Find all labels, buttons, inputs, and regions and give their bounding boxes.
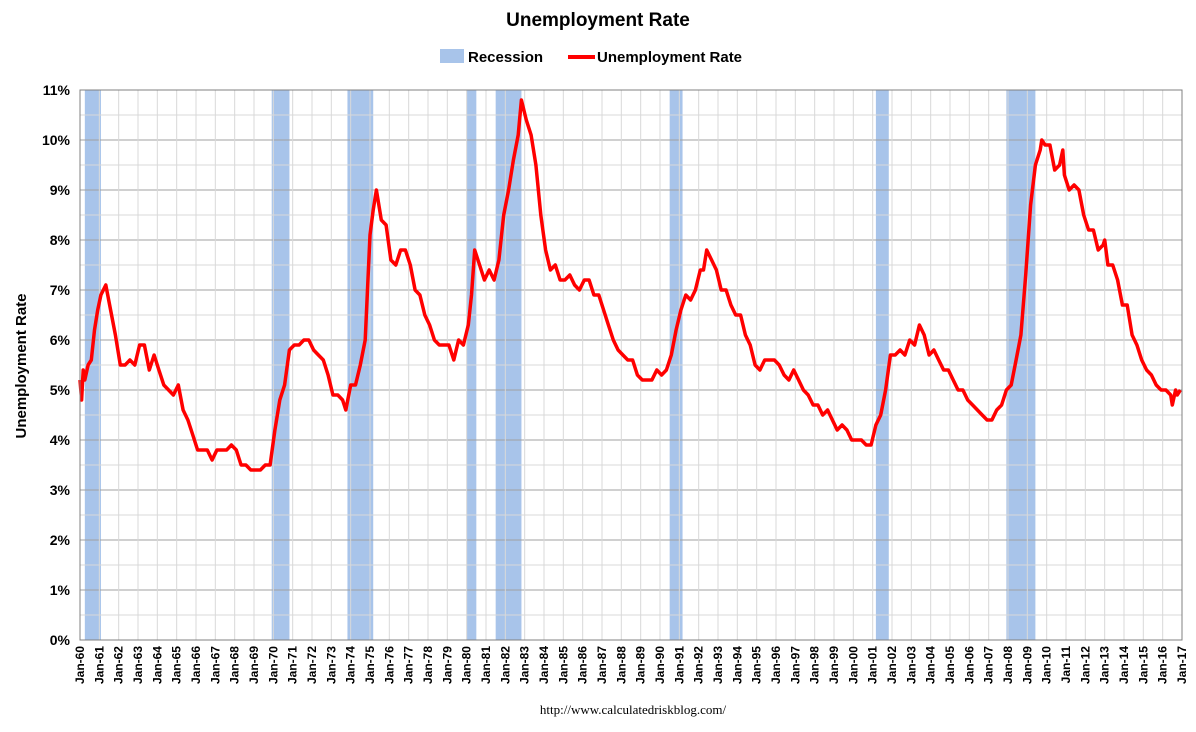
legend-recession-swatch [440, 49, 464, 63]
x-tick-label: Jan-80 [460, 646, 474, 684]
x-tick-label: Jan-63 [131, 646, 145, 684]
x-tick-label: Jan-00 [846, 646, 860, 684]
x-tick-label: Jan-85 [556, 646, 570, 684]
y-tick-label: 0% [50, 632, 71, 648]
x-tick-label: Jan-08 [1001, 646, 1015, 684]
x-tick-label: Jan-05 [943, 646, 957, 684]
x-tick-label: Jan-61 [92, 646, 106, 684]
x-tick-label: Jan-11 [1059, 646, 1073, 684]
x-tick-label: Jan-16 [1156, 646, 1170, 684]
x-tick-label: Jan-04 [924, 646, 938, 684]
x-tick-label: Jan-10 [1040, 646, 1054, 684]
x-tick-label: Jan-66 [189, 646, 203, 684]
x-tick-label: Jan-96 [769, 646, 783, 684]
x-tick-label: Jan-03 [904, 646, 918, 684]
legend: Recession Unemployment Rate [440, 49, 742, 66]
x-tick-label: Jan-68 [228, 646, 242, 684]
x-tick-label: Jan-17 [1175, 646, 1189, 684]
x-tick-label: Jan-83 [518, 646, 532, 684]
x-tick-label: Jan-65 [170, 646, 184, 684]
x-tick-label: Jan-70 [266, 646, 280, 684]
x-tick-label: Jan-87 [595, 646, 609, 684]
x-tick-label: Jan-75 [363, 646, 377, 684]
legend-unemployment-label: Unemployment Rate [597, 49, 742, 66]
x-tick-label: Jan-02 [885, 646, 899, 684]
x-tick-labels: Jan-60 Jan-61 Jan-62 Jan-63 Jan-64 Jan-65 Jan-… [73, 646, 1189, 684]
x-tick-label: Jan-01 [866, 646, 880, 684]
x-tick-label: Jan-07 [982, 646, 996, 684]
y-tick-label: 9% [50, 182, 71, 198]
x-tick-label: Jan-91 [672, 646, 686, 684]
x-tick-label: Jan-06 [962, 646, 976, 684]
chart-title: Unemployment Rate [506, 10, 690, 31]
source-credit: http://www.calculatedriskblog.com/ [540, 702, 727, 717]
x-tick-label: Jan-09 [1020, 646, 1034, 684]
y-tick-label: 6% [50, 332, 71, 348]
x-tick-label: Jan-88 [614, 646, 628, 684]
x-tick-label: Jan-82 [498, 646, 512, 684]
series-layer [78, 98, 1182, 472]
x-tick-label: Jan-12 [1078, 646, 1092, 684]
x-tick-label: Jan-81 [479, 646, 493, 684]
x-tick-label: Jan-69 [247, 646, 261, 684]
x-tick-label: Jan-73 [324, 646, 338, 684]
x-tick-label: Jan-95 [750, 646, 764, 684]
y-tick-labels: 0% 1% 2% 3% 4% 5% 6% 7% 8% 9% 10% 11% [42, 82, 71, 648]
y-tick-label: 4% [50, 432, 71, 448]
x-tick-label: Jan-76 [382, 646, 396, 684]
x-tick-label: Jan-79 [440, 646, 454, 684]
y-tick-label: 8% [50, 232, 71, 248]
x-tick-label: Jan-14 [1117, 646, 1131, 684]
y-tick-label: 7% [50, 282, 71, 298]
plot-frame [79, 89, 1183, 641]
x-tick-label: Jan-90 [653, 646, 667, 684]
x-tick-label: Jan-71 [286, 646, 300, 684]
y-tick-label: 1% [50, 582, 71, 598]
x-tick-label: Jan-89 [634, 646, 648, 684]
x-tick-label: Jan-67 [208, 646, 222, 684]
y-tick-label: 3% [50, 482, 71, 498]
series-line-unemployment-rate [78, 98, 1182, 472]
x-tick-label: Jan-60 [73, 646, 87, 684]
x-tick-label: Jan-98 [808, 646, 822, 684]
x-tick-label: Jan-72 [305, 646, 319, 684]
x-tick-label: Jan-77 [402, 646, 416, 684]
x-tick-label: Jan-84 [537, 646, 551, 684]
y-tick-label: 10% [42, 132, 71, 148]
x-tick-label: Jan-64 [150, 646, 164, 684]
x-tick-label: Jan-97 [788, 646, 802, 684]
y-tick-label: 11% [43, 82, 71, 98]
x-tick-label: Jan-13 [1098, 646, 1112, 684]
x-tick-label: Jan-15 [1136, 646, 1150, 684]
y-tick-label: 5% [50, 382, 71, 398]
x-tick-label: Jan-92 [692, 646, 706, 684]
x-tick-label: Jan-93 [711, 646, 725, 684]
x-tick-label: Jan-74 [344, 646, 358, 684]
x-tick-label: Jan-86 [576, 646, 590, 684]
y-axis-label: Unemployment Rate [13, 293, 30, 438]
x-tick-label: Jan-78 [421, 646, 435, 684]
y-tick-label: 2% [50, 532, 71, 548]
x-tick-label: Jan-99 [827, 646, 841, 684]
x-tick-label: Jan-62 [112, 646, 126, 684]
legend-recession-label: Recession [468, 49, 543, 66]
x-tick-label: Jan-94 [730, 646, 744, 684]
